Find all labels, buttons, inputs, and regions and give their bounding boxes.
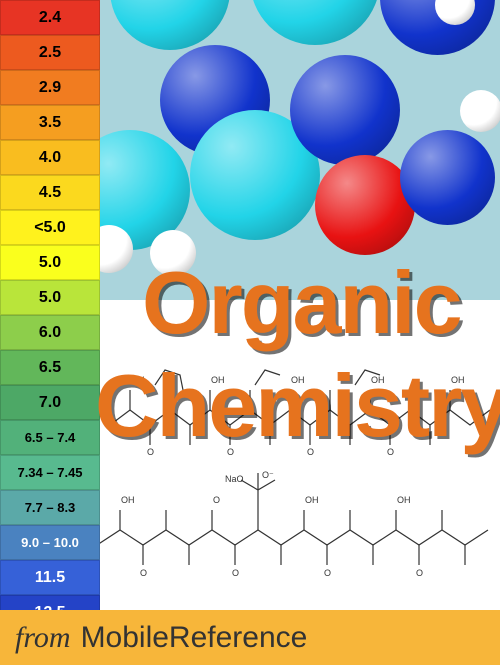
ph-scale-cell: 3.5 bbox=[0, 105, 100, 140]
svg-text:O: O bbox=[232, 568, 239, 578]
atom-sphere bbox=[250, 0, 380, 45]
atom-sphere bbox=[110, 0, 230, 50]
ph-scale-cell: 4.0 bbox=[0, 140, 100, 175]
ph-scale-cell: 2.5 bbox=[0, 35, 100, 70]
svg-text:NaO: NaO bbox=[225, 474, 244, 484]
title-line-1: Organic bbox=[142, 252, 461, 354]
ph-scale-column: 2.42.52.93.54.04.5<5.05.05.06.06.57.06.5… bbox=[0, 0, 100, 665]
ph-scale-cell: 6.5 – 7.4 bbox=[0, 420, 100, 455]
ph-scale-cell: 4.5 bbox=[0, 175, 100, 210]
svg-text:O: O bbox=[213, 495, 220, 505]
ph-scale-cell: 6.5 bbox=[0, 350, 100, 385]
ph-scale-cell: 7.7 – 8.3 bbox=[0, 490, 100, 525]
ph-scale-cell: 5.0 bbox=[0, 280, 100, 315]
ph-scale-cell: <5.0 bbox=[0, 210, 100, 245]
svg-text:O: O bbox=[324, 568, 331, 578]
svg-text:O: O bbox=[416, 568, 423, 578]
atom-sphere bbox=[400, 130, 495, 225]
svg-text:O⁻: O⁻ bbox=[262, 470, 274, 480]
atom-sphere bbox=[460, 90, 500, 132]
svg-text:OH: OH bbox=[121, 495, 135, 505]
footer-brand-text: MobileReference bbox=[81, 621, 308, 655]
svg-text:OH: OH bbox=[305, 495, 319, 505]
ph-scale-cell: 2.9 bbox=[0, 70, 100, 105]
svg-text:OH: OH bbox=[397, 495, 411, 505]
svg-text:O: O bbox=[140, 568, 147, 578]
ph-scale-cell: 2.4 bbox=[0, 0, 100, 35]
atom-sphere bbox=[290, 55, 400, 165]
ph-scale-cell: 9.0 – 10.0 bbox=[0, 525, 100, 560]
title-line-2: Chemistry bbox=[95, 355, 500, 457]
ph-scale-cell: 11.5 bbox=[0, 560, 100, 595]
footer-from-text: from bbox=[15, 621, 71, 655]
ph-scale-cell: 5.0 bbox=[0, 245, 100, 280]
ph-scale-cell: 7.34 – 7.45 bbox=[0, 455, 100, 490]
ph-scale-cell: 7.0 bbox=[0, 385, 100, 420]
ph-scale-cell: 6.0 bbox=[0, 315, 100, 350]
svg-text:O: O bbox=[254, 470, 261, 472]
footer-bar: from MobileReference bbox=[0, 610, 500, 665]
